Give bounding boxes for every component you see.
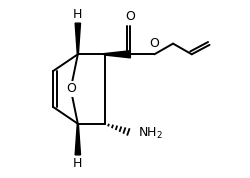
Text: O: O [150,37,159,51]
Text: NH$_2$: NH$_2$ [138,126,163,141]
Polygon shape [75,124,80,155]
Text: O: O [126,10,135,23]
Polygon shape [104,51,130,58]
Text: H: H [73,8,83,21]
Text: H: H [73,157,83,170]
Text: O: O [66,82,76,96]
Polygon shape [75,23,80,54]
